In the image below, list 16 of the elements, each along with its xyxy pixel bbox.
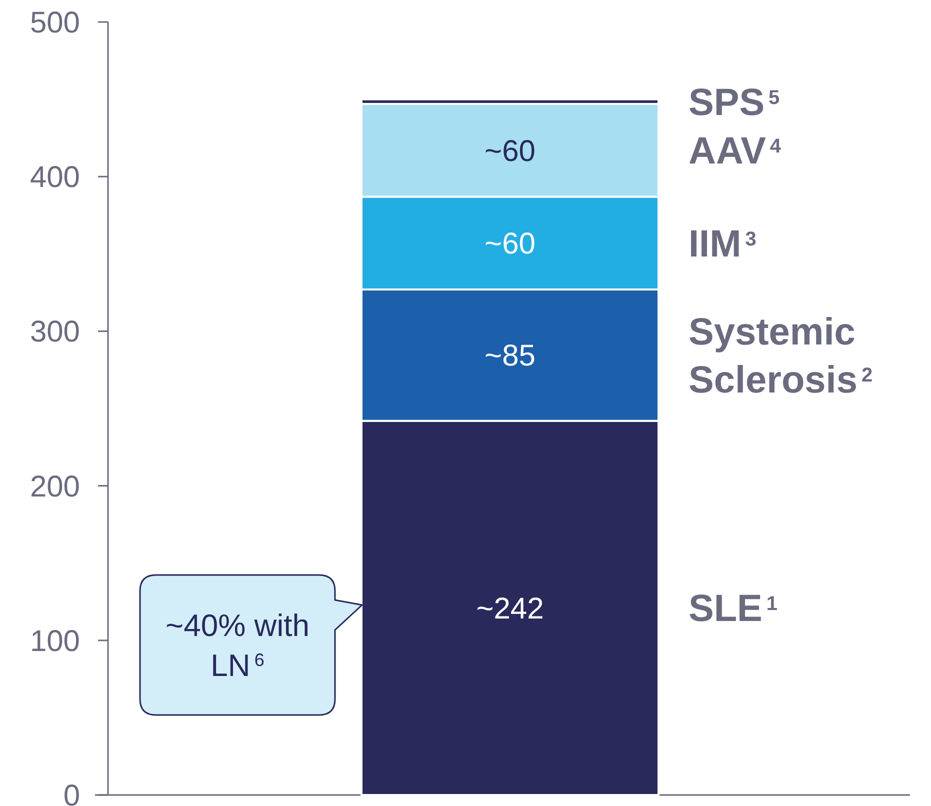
annotation: ~40% with LN$^{6}$ bbox=[166, 608, 310, 683]
series-label: AAV$^{4}$ bbox=[688, 130, 782, 173]
series-label: SLE$^{1}$ bbox=[688, 588, 778, 630]
data-label: ~60 bbox=[484, 134, 536, 168]
series-label: Systemic Sclerosis$^{2}$ bbox=[688, 311, 873, 402]
data-label: ~60 bbox=[484, 228, 536, 261]
y-tick-label: 500 bbox=[30, 6, 80, 40]
series-label: SPS$^{5}$ bbox=[688, 82, 780, 124]
y-tick-label: 0 bbox=[63, 780, 80, 806]
series-label: IIM$^{3}$ bbox=[688, 223, 756, 266]
y-tick-label: 200 bbox=[30, 470, 80, 504]
y-tick-label: 100 bbox=[30, 624, 80, 658]
data-label: ~85 bbox=[484, 340, 536, 373]
y-tick-label: 400 bbox=[30, 161, 80, 194]
y-tick-label: 300 bbox=[30, 316, 80, 349]
data-label: ~242 bbox=[476, 592, 544, 626]
